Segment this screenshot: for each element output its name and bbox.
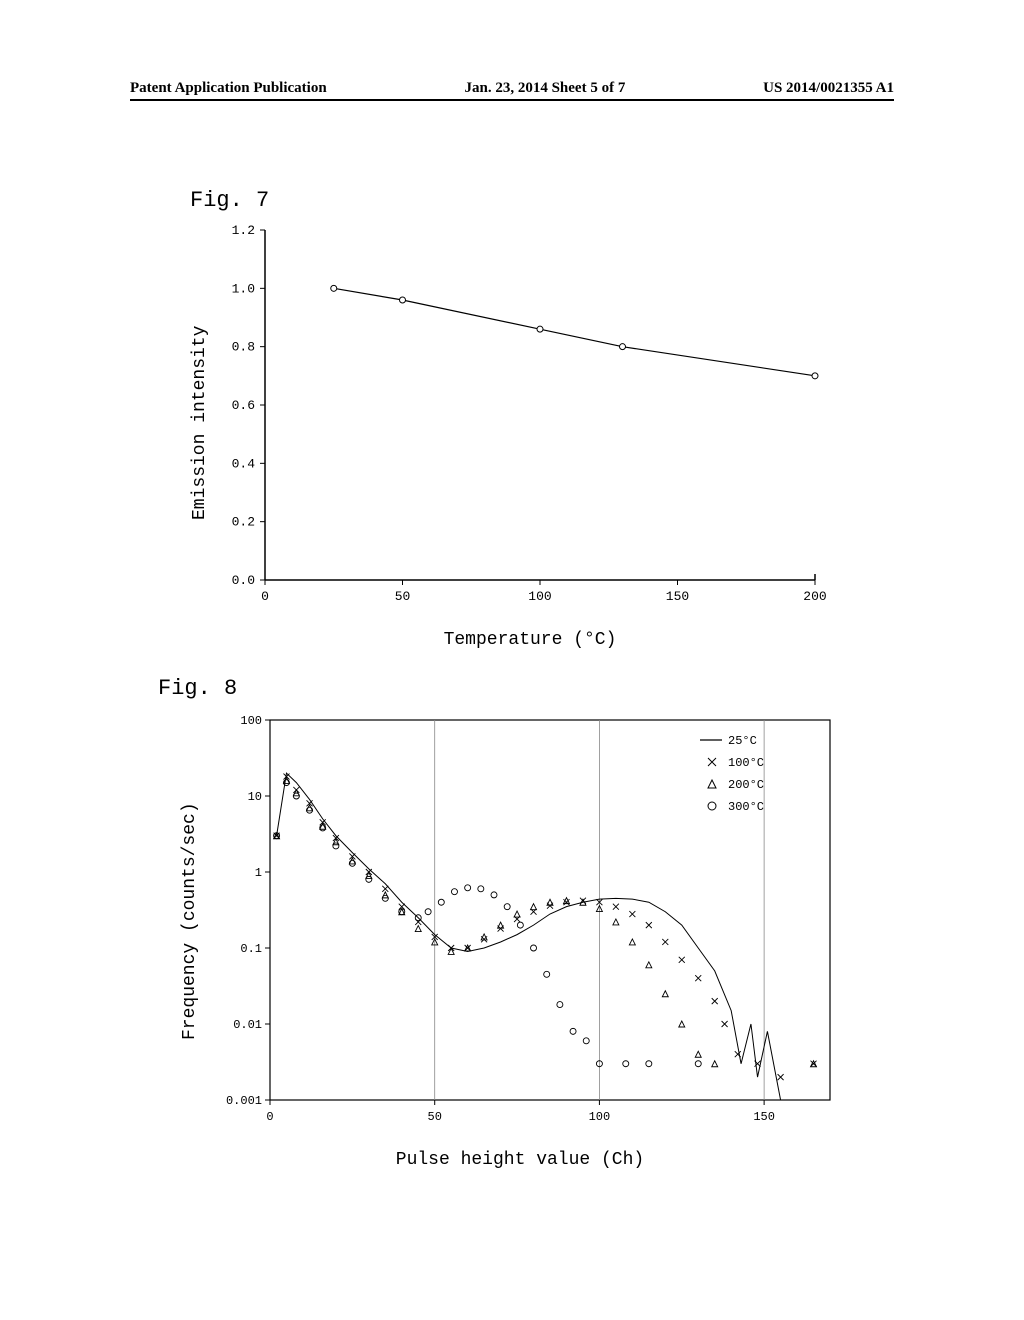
svg-text:0.1: 0.1	[240, 942, 262, 956]
svg-text:100: 100	[240, 714, 262, 728]
svg-text:0.001: 0.001	[226, 1094, 262, 1108]
svg-text:0.2: 0.2	[232, 515, 255, 530]
svg-text:10: 10	[248, 790, 262, 804]
svg-text:0: 0	[266, 1110, 273, 1124]
fig8-xlabel: Pulse height value (Ch)	[360, 1150, 680, 1170]
svg-text:1.2: 1.2	[232, 223, 255, 238]
svg-text:100°C: 100°C	[728, 756, 764, 770]
svg-text:200°C: 200°C	[728, 778, 764, 792]
svg-text:150: 150	[753, 1110, 775, 1124]
fig8-label: Fig. 8	[158, 676, 237, 701]
svg-text:0.0: 0.0	[232, 573, 255, 588]
fig7-chart: 0.0 0.2 0.4 0.6 0.8 1.0 1.2 0 50 100 150 200	[210, 220, 830, 620]
svg-text:50: 50	[428, 1110, 442, 1124]
svg-text:1.0: 1.0	[232, 281, 255, 296]
svg-text:1: 1	[255, 866, 262, 880]
svg-text:150: 150	[666, 589, 689, 604]
fig7-xlabel: Temperature (°C)	[380, 630, 680, 650]
fig7-label: Fig. 7	[190, 188, 269, 213]
svg-text:0.4: 0.4	[232, 456, 256, 471]
svg-text:0: 0	[261, 589, 269, 604]
svg-text:0.01: 0.01	[233, 1018, 262, 1032]
svg-text:100: 100	[528, 589, 551, 604]
svg-text:100: 100	[589, 1110, 611, 1124]
header-left: Patent Application Publication	[130, 80, 327, 97]
svg-text:50: 50	[395, 589, 411, 604]
svg-text:300°C: 300°C	[728, 800, 764, 814]
page-header: Patent Application Publication Jan. 23, …	[130, 80, 894, 101]
fig8-ylabel: Frequency (counts/sec)	[180, 780, 200, 1040]
header-center: Jan. 23, 2014 Sheet 5 of 7	[464, 80, 625, 97]
fig7-ylabel: Emission intensity	[190, 300, 210, 520]
header-right: US 2014/0021355 A1	[763, 80, 894, 97]
svg-text:200: 200	[803, 589, 826, 604]
svg-text:25°C: 25°C	[728, 734, 757, 748]
svg-text:0.8: 0.8	[232, 340, 255, 355]
fig8-chart: 0.001 0.01 0.1 1 10 100 0 50 100 150 25°C 100°C 200°…	[210, 710, 840, 1140]
svg-text:0.6: 0.6	[232, 398, 255, 413]
